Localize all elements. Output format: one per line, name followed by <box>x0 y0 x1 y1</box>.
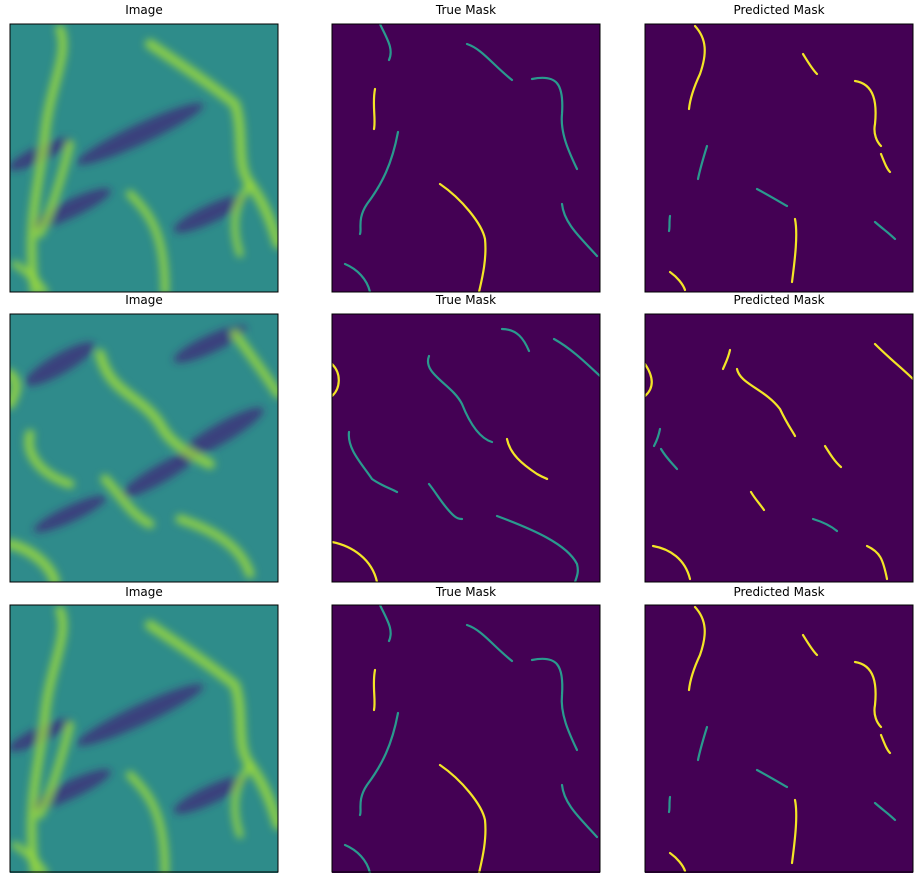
panel-title: Image <box>125 293 163 307</box>
figure: Image True Mask Predicted Mask Image Tru… <box>0 0 914 873</box>
panel-title: True Mask <box>435 3 496 17</box>
image <box>10 314 278 582</box>
panel-title: Predicted Mask <box>733 585 824 599</box>
true-mask <box>332 605 600 873</box>
predicted-mask <box>645 24 913 292</box>
panel-title: True Mask <box>435 293 496 307</box>
predicted-mask <box>645 314 913 582</box>
panel-title: True Mask <box>435 585 496 599</box>
panel-title: Image <box>125 585 163 599</box>
image <box>5 605 278 873</box>
image <box>5 24 278 292</box>
predicted-mask <box>645 605 913 873</box>
panel-title: Image <box>125 3 163 17</box>
true-mask <box>332 24 600 292</box>
panel-title: Predicted Mask <box>733 293 824 307</box>
panel-title: Predicted Mask <box>733 3 824 17</box>
true-mask <box>332 314 600 582</box>
